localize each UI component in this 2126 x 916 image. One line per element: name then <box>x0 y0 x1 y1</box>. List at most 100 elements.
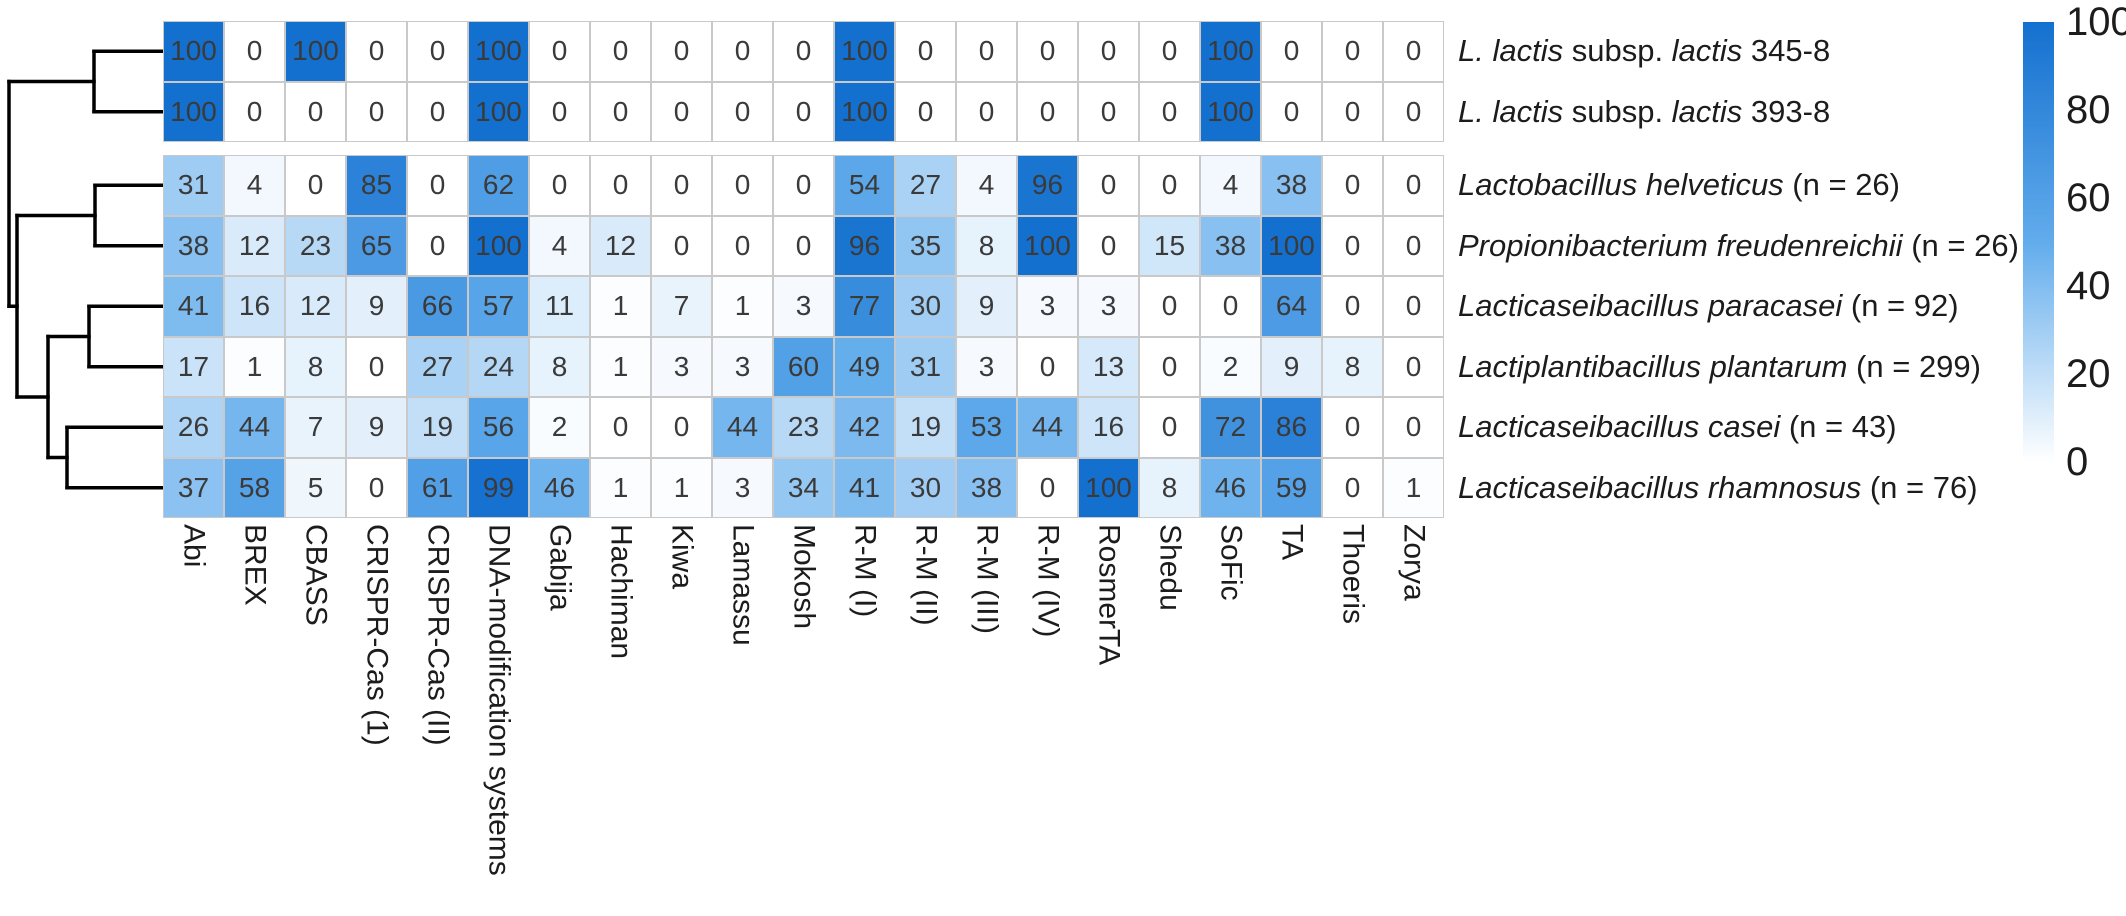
heatmap-cell: 38 <box>956 457 1017 518</box>
heatmap-cell: 0 <box>1383 155 1444 216</box>
heatmap-cell: 0 <box>1322 81 1383 142</box>
heatmap-cell: 46 <box>1200 457 1261 518</box>
heatmap-cell: 100 <box>834 81 895 142</box>
heatmap-cell: 0 <box>1078 81 1139 142</box>
heatmap-cell: 4 <box>1200 155 1261 216</box>
column-label: CRISPR-Cas (1) <box>360 524 394 746</box>
heatmap-cell: 100 <box>285 21 346 82</box>
heatmap-cell: 0 <box>1261 81 1322 142</box>
heatmap-cell: 0 <box>407 21 468 82</box>
heatmap-cell: 100 <box>1261 215 1322 276</box>
heatmap-cell: 0 <box>1078 21 1139 82</box>
heatmap-cell: 3 <box>1017 276 1078 337</box>
colorbar-tick-label: 40 <box>2066 264 2111 308</box>
heatmap-cell: 96 <box>834 215 895 276</box>
heatmap-cell: 99 <box>468 457 529 518</box>
heatmap-cell: 27 <box>895 155 956 216</box>
row-label: Lacticaseibacillus paracasei (n = 92) <box>1458 288 1959 324</box>
heatmap-cell: 0 <box>1078 215 1139 276</box>
heatmap-cell: 31 <box>895 336 956 397</box>
heatmap-cell: 9 <box>346 397 407 458</box>
colorbar-tick-label: 80 <box>2066 88 2111 132</box>
colorbar-tick-label: 20 <box>2066 352 2111 396</box>
heatmap-cell: 1 <box>712 276 773 337</box>
row-label: Lactiplantibacillus plantarum (n = 299) <box>1458 348 1981 384</box>
heatmap-cell: 0 <box>1078 155 1139 216</box>
heatmap-cell: 0 <box>1383 21 1444 82</box>
heatmap-cell: 0 <box>224 21 285 82</box>
row-label: L. lactis subsp. lactis 393-8 <box>1458 93 1831 129</box>
heatmap-cell: 85 <box>346 155 407 216</box>
heatmap-cell: 100 <box>1017 215 1078 276</box>
heatmap-cell: 44 <box>1017 397 1078 458</box>
heatmap-cell: 24 <box>468 336 529 397</box>
heatmap-cell: 100 <box>834 21 895 82</box>
heatmap-cell: 100 <box>468 21 529 82</box>
heatmap-cell: 9 <box>346 276 407 337</box>
heatmap-cell: 23 <box>773 397 834 458</box>
heatmap-cell: 0 <box>1322 155 1383 216</box>
column-label: R-M (II) <box>909 524 943 626</box>
heatmap-cell: 16 <box>224 276 285 337</box>
heatmap-cell: 46 <box>529 457 590 518</box>
heatmap-cell: 59 <box>1261 457 1322 518</box>
column-label: R-M (IV) <box>1031 524 1065 638</box>
heatmap-cell: 0 <box>346 21 407 82</box>
heatmap-cell: 44 <box>224 397 285 458</box>
heatmap-cell: 86 <box>1261 397 1322 458</box>
heatmap-cell: 34 <box>773 457 834 518</box>
heatmap-cell: 30 <box>895 457 956 518</box>
heatmap-cell: 38 <box>1261 155 1322 216</box>
column-label: R-M (I) <box>848 524 882 618</box>
column-label: Lamassu <box>726 524 760 646</box>
heatmap-cell: 77 <box>834 276 895 337</box>
heatmap-cell: 0 <box>529 155 590 216</box>
column-label: Gabija <box>543 524 577 611</box>
heatmap-cell: 0 <box>590 155 651 216</box>
heatmap-cell: 65 <box>346 215 407 276</box>
heatmap-cell: 5 <box>285 457 346 518</box>
row-label: Lacticaseibacillus casei (n = 43) <box>1458 409 1897 445</box>
heatmap-cell: 0 <box>1139 336 1200 397</box>
heatmap-cell: 23 <box>285 215 346 276</box>
heatmap-cell: 12 <box>285 276 346 337</box>
column-label: CRISPR-Cas (II) <box>421 524 455 746</box>
heatmap-cell: 56 <box>468 397 529 458</box>
heatmap-cell: 0 <box>773 81 834 142</box>
heatmap-cell: 0 <box>1383 336 1444 397</box>
heatmap-cell: 72 <box>1200 397 1261 458</box>
heatmap-cell: 0 <box>773 155 834 216</box>
colorbar-tick-label: 100 <box>2066 0 2126 44</box>
heatmap-cell: 0 <box>529 81 590 142</box>
column-label: Abi <box>177 524 211 568</box>
heatmap-cell: 0 <box>1383 215 1444 276</box>
heatmap-cell: 0 <box>1139 397 1200 458</box>
heatmap-cell: 0 <box>346 336 407 397</box>
heatmap-cell: 1 <box>1383 457 1444 518</box>
row-label: L. lactis subsp. lactis 345-8 <box>1458 33 1831 69</box>
heatmap-cell: 0 <box>1383 81 1444 142</box>
heatmap-cell: 0 <box>1261 21 1322 82</box>
heatmap-cell: 0 <box>1322 215 1383 276</box>
heatmap-cell: 0 <box>1017 21 1078 82</box>
row-label: Lacticaseibacillus rhamnosus (n = 76) <box>1458 469 1978 505</box>
heatmap-cell: 100 <box>468 215 529 276</box>
heatmap-cell: 17 <box>163 336 224 397</box>
heatmap-cell: 8 <box>529 336 590 397</box>
heatmap-cell: 4 <box>529 215 590 276</box>
column-label: SoFic <box>1214 524 1248 601</box>
heatmap-cell: 0 <box>590 21 651 82</box>
heatmap-cell: 16 <box>1078 397 1139 458</box>
column-label: Kiwa <box>665 524 699 590</box>
heatmap-cell: 0 <box>773 215 834 276</box>
heatmap-cell: 0 <box>1139 81 1200 142</box>
heatmap-cell: 53 <box>956 397 1017 458</box>
heatmap-cell: 0 <box>1139 155 1200 216</box>
heatmap-cell: 42 <box>834 397 895 458</box>
heatmap-cell: 35 <box>895 215 956 276</box>
heatmap-cell: 64 <box>1261 276 1322 337</box>
heatmap-cell: 7 <box>285 397 346 458</box>
heatmap-cell: 0 <box>651 21 712 82</box>
heatmap-cell: 0 <box>712 81 773 142</box>
